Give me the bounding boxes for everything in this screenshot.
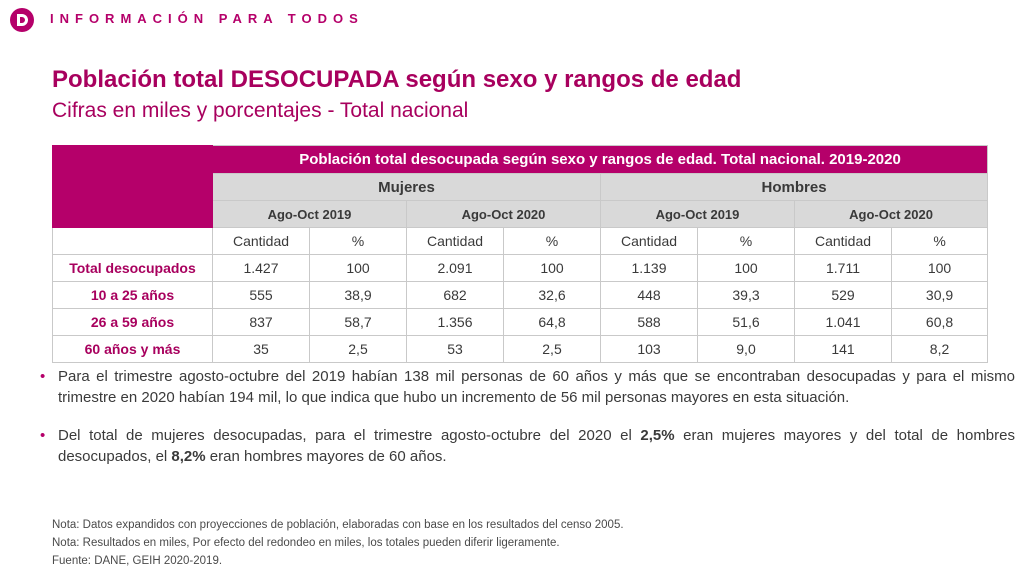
period-header: Ago-Oct 2020 — [406, 200, 601, 228]
table-cell: 1.711 — [794, 254, 892, 282]
subheader-cell: Cantidad — [600, 227, 698, 255]
table-cell: 529 — [794, 281, 892, 309]
table-cell: 1.427 — [212, 254, 310, 282]
table-cell: 837 — [212, 308, 310, 336]
footnote: Nota: Datos expandidos con proyecciones … — [52, 519, 624, 531]
table-cell: 682 — [406, 281, 504, 309]
table-row: Total desocupados 1.427 100 2.091 100 1.… — [52, 254, 989, 282]
table-cell: 1.139 — [600, 254, 698, 282]
footnotes: Nota: Datos expandidos con proyecciones … — [52, 516, 624, 570]
period-header: Ago-Oct 2019 — [600, 200, 795, 228]
bullet-dot-icon: • — [40, 427, 46, 444]
table-cell: 2,5 — [309, 335, 407, 363]
row-label: Total desocupados — [52, 254, 213, 282]
table-cell: 100 — [697, 254, 795, 282]
footnote: Nota: Resultados en miles, Por efecto de… — [52, 537, 560, 549]
table-cell: 53 — [406, 335, 504, 363]
page-title: Población total DESOCUPADA según sexo y … — [52, 66, 742, 93]
group-header-hombres: Hombres — [599, 173, 989, 201]
bullet-highlight: 2,5% — [640, 427, 675, 444]
bullet-text: Del total de mujeres desocupadas, para e… — [58, 427, 641, 444]
subheader-cell: % — [890, 227, 989, 255]
table-cell: 30,9 — [890, 281, 989, 309]
bullet-list: • Para el trimestre agosto-octubre del 2… — [40, 366, 1015, 484]
table-cell: 2,5 — [503, 335, 601, 363]
table-cell: 100 — [503, 254, 601, 282]
table-row: 26 a 59 años 837 58,7 1.356 64,8 588 51,… — [52, 308, 989, 336]
bullet-text: Para el trimestre agosto-octubre del 201… — [58, 368, 1015, 406]
tagline: INFORMACIÓN PARA TODOS — [50, 11, 364, 26]
period-header: Ago-Oct 2020 — [793, 200, 989, 228]
table-corner — [52, 145, 213, 228]
table-cell: 448 — [600, 281, 698, 309]
table-main-header: Población total desocupada según sexo y … — [211, 145, 989, 174]
table-cell: 1.356 — [406, 308, 504, 336]
bullet-text: eran hombres mayores de 60 años. — [205, 448, 447, 465]
table-cell: 100 — [309, 254, 407, 282]
period-header: Ago-Oct 2019 — [212, 200, 407, 228]
row-label: 10 a 25 años — [52, 281, 213, 309]
table-cell: 32,6 — [503, 281, 601, 309]
table-cell: 39,3 — [697, 281, 795, 309]
table-cell: 103 — [600, 335, 698, 363]
table-cell: 588 — [600, 308, 698, 336]
row-label: 60 años y más — [52, 335, 213, 363]
bullet-dot-icon: • — [40, 368, 46, 385]
table-cell: 1.041 — [794, 308, 892, 336]
subheader-cell: % — [697, 227, 795, 255]
bullet-highlight: 8,2% — [171, 448, 206, 465]
table-row: 60 años y más 35 2,5 53 2,5 103 9,0 141 … — [52, 335, 989, 363]
table-row: 10 a 25 años 555 38,9 682 32,6 448 39,3 … — [52, 281, 989, 309]
subheader-cell: Cantidad — [794, 227, 892, 255]
table-cell: 35 — [212, 335, 310, 363]
group-header-mujeres: Mujeres — [212, 173, 601, 201]
page-subtitle: Cifras en miles y porcentajes - Total na… — [52, 99, 469, 122]
table-cell: 58,7 — [309, 308, 407, 336]
row-label: 26 a 59 años — [52, 308, 213, 336]
footnote: Fuente: DANE, GEIH 2020-2019. — [52, 555, 223, 567]
table-cell: 38,9 — [309, 281, 407, 309]
subheader-blank — [52, 227, 213, 255]
subheader-cell: Cantidad — [212, 227, 310, 255]
table-cell: 100 — [890, 254, 989, 282]
subheader-cell: Cantidad — [406, 227, 504, 255]
subheader-cell: % — [309, 227, 407, 255]
bullet-item: • Para el trimestre agosto-octubre del 2… — [40, 366, 1015, 408]
table-cell: 60,8 — [890, 308, 989, 336]
bullet-item: • Del total de mujeres desocupadas, para… — [40, 425, 1015, 467]
table-cell: 8,2 — [890, 335, 989, 363]
subheader-cell: % — [503, 227, 601, 255]
bullet-text: eran mujeres mayores y del total de homb… — [58, 427, 1015, 465]
table-cell: 141 — [794, 335, 892, 363]
table-cell: 64,8 — [503, 308, 601, 336]
unemployment-table: Población total desocupada según sexo y … — [52, 145, 989, 363]
dane-logo-icon — [10, 8, 34, 32]
table-cell: 2.091 — [406, 254, 504, 282]
table-cell: 51,6 — [697, 308, 795, 336]
table-cell: 9,0 — [697, 335, 795, 363]
table-cell: 555 — [212, 281, 310, 309]
